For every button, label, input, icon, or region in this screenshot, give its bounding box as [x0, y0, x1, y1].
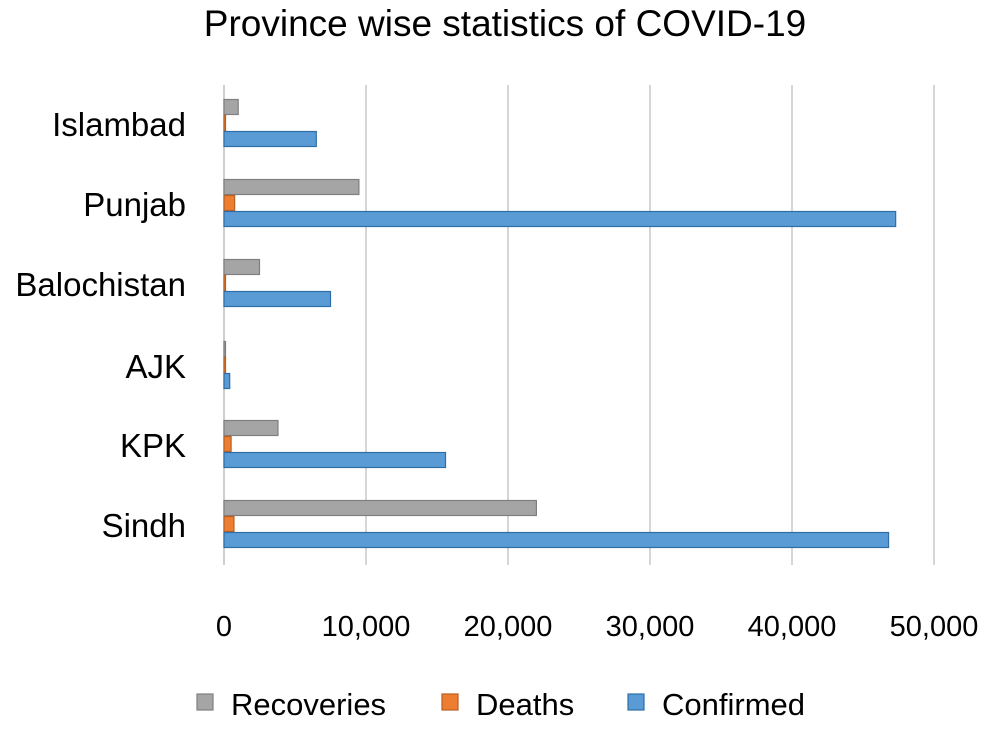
bar-recoveries-islambad [223, 98, 239, 116]
legend-label: Confirmed [662, 687, 805, 722]
bar-deaths-ajk [223, 356, 227, 374]
gridlines [223, 85, 935, 565]
bar-confirmed-sindh [223, 531, 890, 549]
chart-title: Province wise statistics of COVID-19 [204, 3, 806, 44]
category-labels: Islambad Punjab Balochistan AJK KPK Sindh [15, 106, 186, 544]
x-tick-label: 30,000 [606, 611, 695, 643]
bars [223, 98, 897, 549]
x-tick-label: 40,000 [748, 611, 837, 643]
bar-recoveries-punjab [223, 178, 360, 196]
bar-deaths-balochistan [223, 274, 227, 292]
x-tick-label: 20,000 [464, 611, 553, 643]
bar-confirmed-ajk [223, 372, 231, 390]
category-label: KPK [120, 427, 186, 464]
legend-swatch [196, 693, 214, 711]
bar-confirmed-punjab [223, 210, 897, 228]
legend-swatch [627, 693, 645, 711]
bar-deaths-sindh [223, 515, 235, 533]
bar-confirmed-balochistan [223, 290, 332, 308]
bar-deaths-kpk [223, 435, 232, 453]
bar-confirmed-kpk [223, 451, 447, 469]
bar-recoveries-ajk [223, 340, 227, 358]
legend-item-recoveries: Recoveries [196, 687, 386, 722]
legend-label: Recoveries [231, 687, 386, 722]
bar-deaths-punjab [223, 194, 236, 212]
x-tick-labels: 0 10,000 20,000 30,000 40,000 50,000 [216, 611, 978, 643]
legend: Recoveries Deaths Confirmed [196, 687, 805, 722]
bar-confirmed-islambad [223, 130, 317, 148]
legend-item-deaths: Deaths [441, 687, 574, 722]
bar-recoveries-balochistan [223, 258, 261, 276]
category-label: Sindh [102, 507, 186, 544]
x-tick-label: 0 [216, 611, 232, 643]
bar-deaths-islambad [223, 114, 227, 132]
x-tick-label: 10,000 [322, 611, 411, 643]
legend-label: Deaths [476, 687, 574, 722]
legend-item-confirmed: Confirmed [627, 687, 805, 722]
legend-swatch [441, 693, 459, 711]
category-label: Islambad [52, 106, 186, 143]
bar-recoveries-kpk [223, 419, 279, 437]
category-label: Punjab [83, 186, 186, 223]
x-tick-label: 50,000 [890, 611, 979, 643]
category-label: Balochistan [15, 266, 186, 303]
category-label: AJK [125, 348, 186, 385]
bar-recoveries-sindh [223, 499, 537, 517]
